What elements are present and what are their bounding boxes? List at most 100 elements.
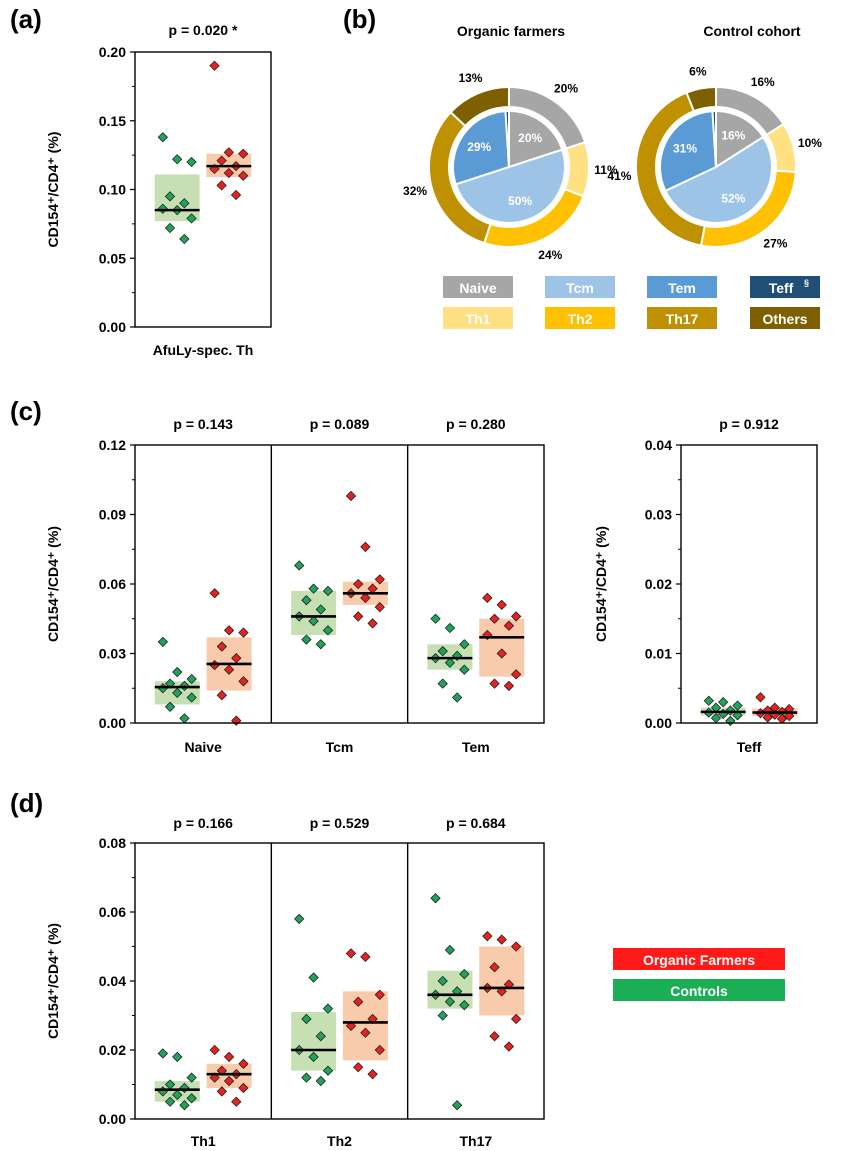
farmers-point-d-1-7 [374,1044,385,1056]
farmers-point-c-2-1 [496,599,507,611]
pie-1-outer-slice-others [685,85,717,113]
farmers-point-d-1-0 [345,948,357,959]
controls-point-c-1-2 [322,585,334,597]
pie-1-inner-slice-tcm [663,135,773,224]
ytick-label-d-3: 0.06 [99,904,126,920]
controls-point-c-0-0 [157,636,169,648]
controls-point-d-2-7 [459,999,470,1011]
panel-label-a: (a) [10,4,42,34]
pie-1-outer-label-naive: 16% [751,75,775,89]
controls-point-c-1-9 [315,639,326,650]
ytick-label-a-3: 0.15 [99,113,126,129]
pie-1-outer-label-th1: 10% [798,136,822,150]
pie-0-outer-label-th2: 24% [538,248,562,262]
pie-0-outer-label-th17: 32% [403,184,427,198]
pie-1-outer-label-th17: 41% [607,169,631,183]
ytick-label-c-1: 0.03 [99,646,126,662]
controls-point-c-teff-0-4 [725,705,736,716]
category-label-d-0: Th1 [191,1133,216,1149]
legend-swatch-naive [443,276,513,298]
farmers-point-d-2-9 [503,1041,515,1052]
legend-label-others: Others [762,311,807,327]
farmers-point-d-0-9 [231,1096,242,1107]
legend-label-th2: Th2 [568,311,593,327]
yaxis-label-a: CD154⁺/CD4⁺ (%) [45,132,61,248]
legend-label-tcm: Tcm [566,280,594,296]
controls-point-a-0-0 [157,132,168,143]
category-label-c-teff-0: Teff [737,739,762,755]
farmers-point-d-2-7 [510,1013,522,1025]
controls-point-d-1-9 [315,1075,326,1087]
farmers-point-c-1-9 [367,618,378,629]
legend-label-naive: Naive [459,280,497,296]
legend-swatch-controls [613,979,785,1001]
farmers-point-c-0-2 [238,627,249,638]
pie-0-outer-label-others: 13% [458,71,482,85]
farmers-point-d-0-8 [216,1086,228,1097]
legend-swatch-th2 [545,307,615,329]
legend-label-farmers: Organic Farmers [643,952,755,968]
controls-point-d-0-6 [172,1089,183,1101]
pvalue-d-2: p = 0.684 [446,815,506,831]
ytick-label-a-4: 0.20 [99,44,126,60]
farmers-point-a-0-1 [223,147,235,158]
farmers-point-a-0-7 [238,170,249,181]
farmers-point-d-1-3 [353,996,364,1007]
ytick-label-c-teff-3: 0.03 [645,507,672,523]
plot-frame-c-teff [680,444,818,724]
ytick-label-c-3: 0.09 [99,507,126,523]
ytick-label-a-1: 0.05 [99,250,126,266]
pvalue-c-2: p = 0.280 [446,416,506,432]
legend-swatch-farmers [613,948,785,970]
controls-point-d-2-3 [437,975,448,987]
controls-point-c-1-7 [322,625,334,636]
farmers-point-c-0-7 [238,676,249,687]
farmers-point-c-0-3 [216,641,228,652]
legend-swatch-others [750,307,820,329]
panel-label-c: (c) [10,396,42,426]
pie-1-inner-slice-naive [715,109,765,169]
legend-label-teff-superscript: § [804,278,809,288]
pie-1-outer-label-th2: 27% [763,237,787,251]
controls-point-d-0-2 [186,1072,197,1083]
legend-swatch-tcm [545,276,615,298]
controls-point-c-teff-0-0 [703,695,714,706]
pie-1-inner-label-tem: 31% [673,142,697,156]
controls-point-d-1-0 [294,913,305,925]
ytick-label-d-2: 0.04 [99,973,126,989]
farmers-point-c-0-8 [216,690,228,701]
panel-label-b: (b) [343,4,376,34]
ytick-label-c-0: 0.00 [99,715,126,731]
category-label-c-2: Tem [462,739,490,755]
farmers-point-d-1-2 [374,989,385,1000]
farmers-point-c-2-3 [489,613,500,624]
ytick-label-c-teff-4: 0.04 [645,437,672,453]
pie-1-inner-label-naive: 16% [721,128,745,142]
farmers-point-c-2-4 [503,620,515,631]
controls-point-d-1-7 [322,1065,334,1076]
farmers-point-c-0-9 [231,715,242,726]
farmers-point-c-1-0 [345,490,357,502]
pie-0-inner-slice-teff [504,109,510,168]
farmers-point-c-0-6 [223,664,235,675]
controls-point-d-1-2 [322,1003,334,1014]
legend-label-th17: Th17 [666,311,699,327]
pie-0-inner-label-tem: 29% [467,140,491,154]
controls-point-d-1-1 [308,972,319,983]
pie-1-inner-slice-teff [711,109,717,168]
farmers-point-c-teff-0-0 [755,692,766,703]
controls-point-a-0-7 [186,213,197,224]
category-label-d-1: Th2 [327,1133,352,1149]
ytick-label-c-teff-0: 0.00 [645,715,672,731]
group-legend: Organic Farmers Controls [613,948,785,1001]
farmers-point-d-2-1 [496,934,507,945]
farmers-point-d-0-6 [223,1075,235,1087]
controls-point-c-2-1 [444,622,456,634]
chart-panel-c: p = 0.143 Naive p = 0.089 Tcm p = 0.280 Tem 0.… [45,416,545,755]
controls-point-d-0-9 [179,1100,190,1111]
farmers-point-d-1-9 [367,1068,378,1080]
farmers-point-d-2-2 [510,941,522,952]
pie-1-inner-label-tcm: 52% [721,192,745,206]
controls-point-c-teff-0-9 [725,715,736,727]
pvalue-a-0: p = 0.020 * [169,22,238,38]
